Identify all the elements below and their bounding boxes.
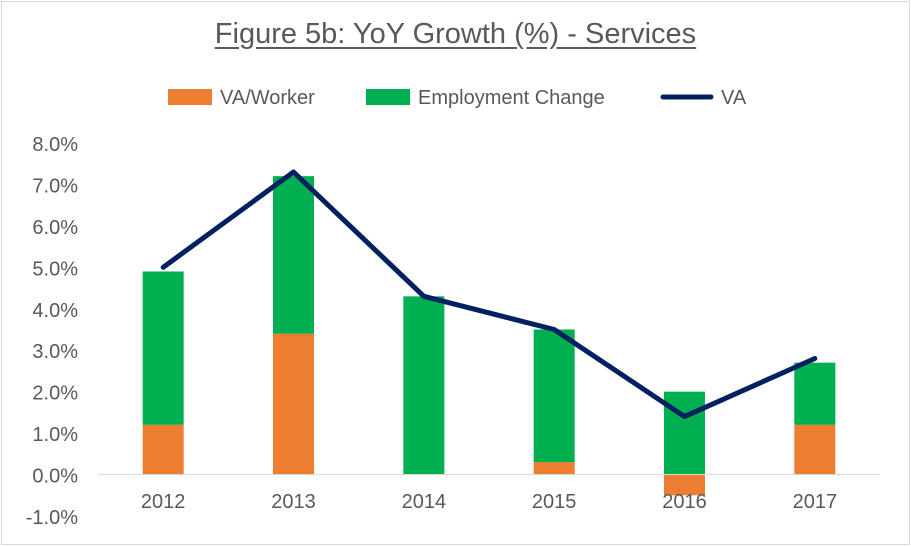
- x-tick-label: 2016: [662, 491, 707, 513]
- bar-employment-change-2017: [794, 362, 836, 425]
- x-tick-label: 2013: [271, 491, 316, 513]
- legend: VA/Worker Employment Change VA: [168, 87, 747, 109]
- x-tick-label: 2015: [532, 491, 577, 513]
- y-tick-label: 6.0%: [32, 217, 78, 239]
- line-va: [160, 169, 818, 420]
- bar-va-worker-2017: [794, 424, 836, 475]
- bar-employment-change-2012: [142, 271, 184, 425]
- bar-va-worker-2013: [273, 333, 314, 475]
- legend-label: VA/Worker: [220, 87, 315, 109]
- legend-swatch: [366, 89, 410, 105]
- y-tick-label: 1.0%: [32, 424, 78, 446]
- legend-item-employment-change: Employment Change: [366, 87, 605, 109]
- bar-va-worker-2012: [142, 424, 184, 475]
- y-tick-label: 0.0%: [32, 466, 78, 488]
- va-line-series: [160, 169, 818, 420]
- x-axis: 2012 2013 2014 2015 2016 2017: [141, 491, 837, 513]
- y-tick-label: -1.0%: [26, 507, 78, 529]
- legend-label: VA: [721, 87, 747, 109]
- legend-item-va-worker: VA/Worker: [168, 87, 315, 109]
- legend-label: Employment Change: [418, 87, 605, 109]
- y-tick-label: 3.0%: [32, 341, 78, 363]
- x-tick-label: 2014: [402, 491, 447, 513]
- bar-va-worker-2016: [664, 474, 705, 496]
- y-tick-label: 7.0%: [32, 175, 78, 197]
- chart-title: Figure 5b: YoY Growth (%) - Services: [214, 18, 697, 50]
- bar-employment-change-2015: [533, 329, 575, 463]
- y-tick-label: 4.0%: [32, 300, 78, 322]
- bar-va-worker-2015: [533, 462, 575, 475]
- legend-item-va: VA: [660, 87, 747, 109]
- y-axis: 8.0% 7.0% 6.0% 5.0% 4.0% 3.0% 2.0% 1.0% 0.0% -1.0…: [26, 134, 78, 529]
- bar-employment-change-2013: [273, 176, 314, 334]
- x-tick-label: 2017: [793, 491, 838, 513]
- y-tick-label: 5.0%: [32, 258, 78, 280]
- y-tick-label: 2.0%: [32, 383, 78, 405]
- legend-swatch: [168, 89, 212, 105]
- bars: [142, 176, 836, 496]
- bar-employment-change-2014: [403, 296, 445, 475]
- x-tick-label: 2012: [141, 491, 186, 513]
- y-tick-label: 8.0%: [32, 134, 78, 156]
